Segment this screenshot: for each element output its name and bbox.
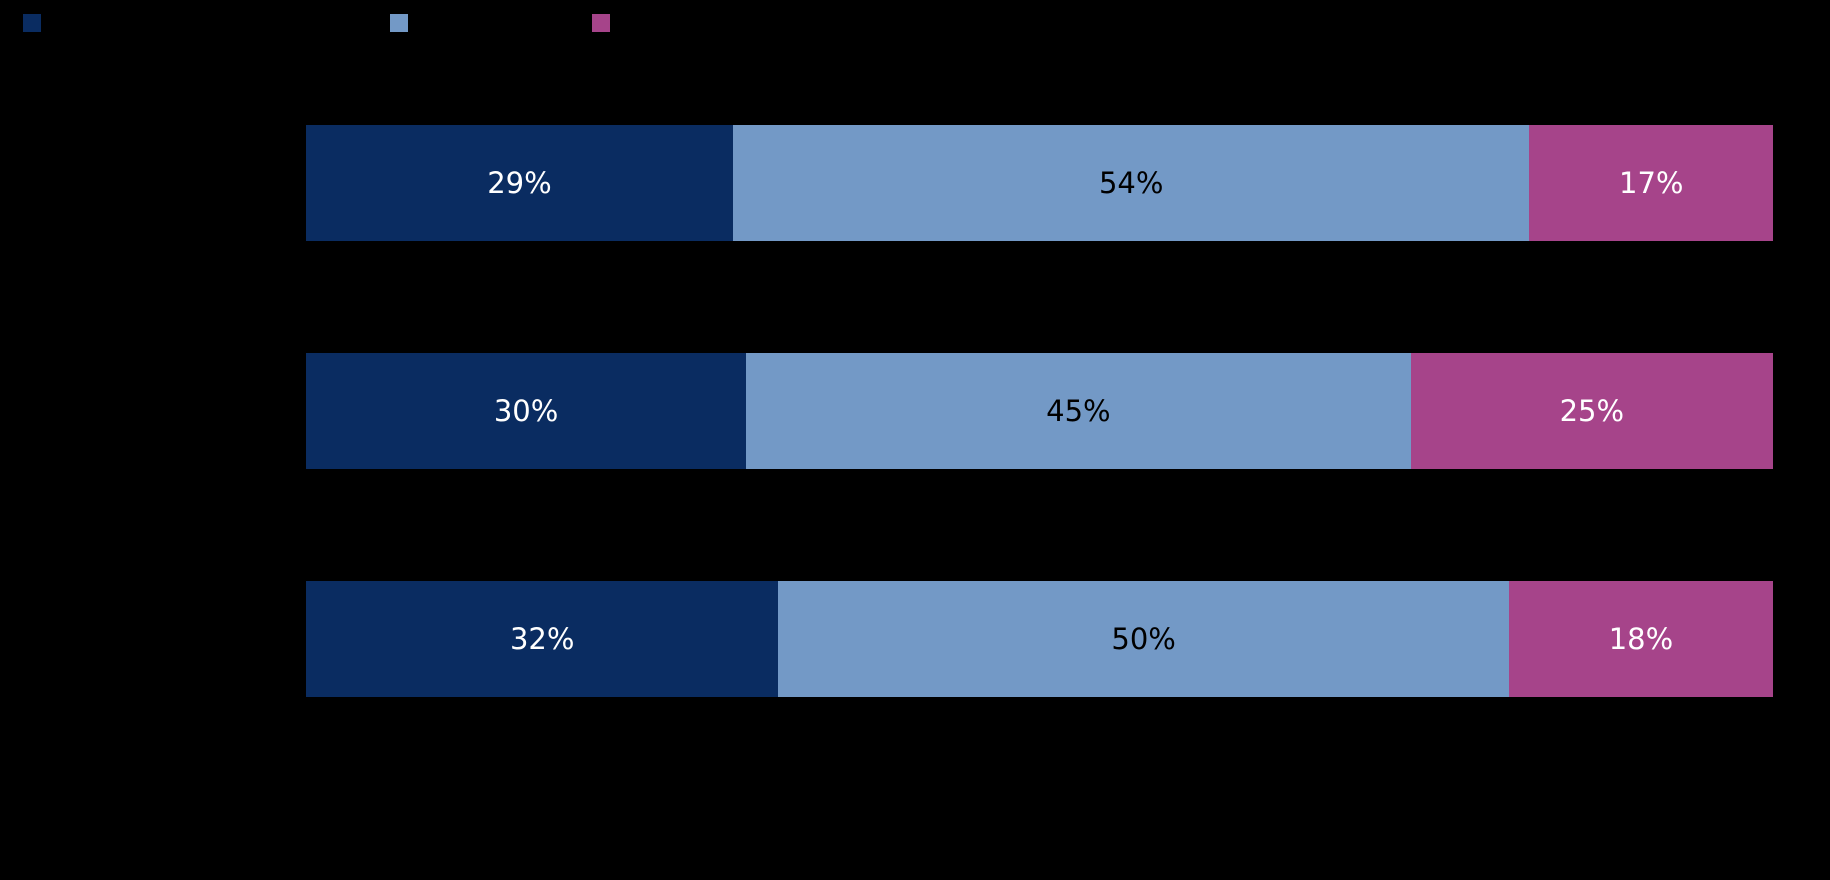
legend-swatch-series-2 [390, 14, 408, 32]
data-label: 50% [1111, 622, 1176, 656]
data-label: 17% [1619, 166, 1684, 200]
data-label: 54% [1098, 166, 1164, 200]
data-label: 25% [1559, 394, 1625, 428]
bar-row-2: 30% 45% 25% [306, 353, 1773, 469]
bar-segment: 32% [306, 581, 779, 697]
data-label: 30% [493, 394, 559, 428]
bar-segment: 50% [778, 581, 1509, 697]
data-label: 45% [1046, 394, 1111, 428]
bar-segment: 18% [1508, 581, 1773, 697]
bar-row-1: 29% 54% 17% [306, 125, 1773, 241]
bar-segment: 29% [306, 125, 733, 241]
bar-segment: 45% [746, 353, 1411, 469]
data-label: 18% [1608, 622, 1674, 656]
data-label: 29% [487, 166, 552, 200]
bar-row-3: 32% 50% 18% [306, 581, 1773, 697]
legend-swatch-series-1 [23, 14, 41, 32]
bar-segment: 30% [306, 353, 747, 469]
bar-segment: 17% [1529, 125, 1773, 241]
bar-segment: 54% [732, 125, 1530, 241]
bar-segment: 25% [1410, 353, 1773, 469]
data-label: 32% [509, 622, 575, 656]
legend-swatch-series-3 [592, 14, 610, 32]
